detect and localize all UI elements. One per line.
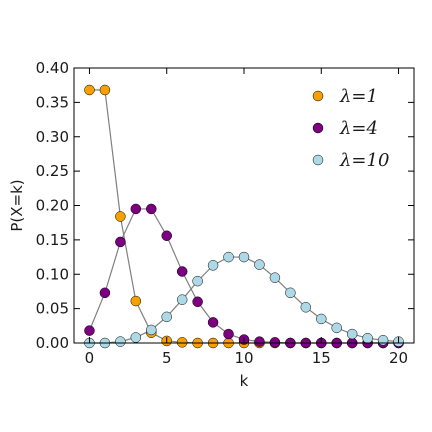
data-point — [115, 236, 126, 248]
y-tick-label: 0.30 — [36, 128, 69, 146]
data-point — [84, 325, 95, 336]
plot-frame — [73, 67, 415, 344]
data-point — [223, 251, 234, 263]
data-point — [84, 84, 95, 96]
data-point — [115, 211, 126, 222]
data-point — [115, 336, 126, 347]
data-point — [130, 332, 142, 343]
data-point — [254, 336, 265, 347]
y-tick-label: 0.40 — [36, 59, 69, 77]
data-point — [176, 337, 188, 348]
data-point — [300, 302, 312, 313]
data-point — [316, 313, 327, 325]
legend-label: λ=4 — [339, 118, 378, 139]
legend-label: λ=10 — [339, 150, 389, 171]
data-point — [362, 332, 373, 344]
data-point — [99, 287, 111, 299]
data-point — [223, 328, 234, 340]
data-point — [254, 259, 265, 270]
legend: λ=1 λ=4 λ=10 — [312, 86, 389, 171]
data-point — [192, 296, 203, 307]
legend-marker — [312, 90, 324, 102]
data-point — [377, 335, 389, 346]
x-tick-label: 10 — [234, 349, 253, 367]
data-point — [130, 203, 142, 215]
data-point — [192, 275, 203, 287]
y-tick-label: 0.20 — [36, 197, 69, 215]
legend-marker — [312, 122, 324, 134]
legend-label: λ=1 — [339, 86, 378, 107]
y-tick-label: 0.05 — [36, 300, 69, 318]
y-axis-label: P(X=k) — [8, 179, 26, 231]
data-point — [269, 337, 281, 348]
data-point — [176, 266, 188, 277]
x-axis-label: k — [240, 372, 249, 390]
series-line — [88, 208, 399, 344]
y-tick-label: 0.00 — [36, 334, 69, 352]
data-point — [238, 251, 250, 263]
y-tick-label: 0.15 — [36, 231, 69, 249]
data-point — [146, 324, 157, 336]
y-tick-label: 0.10 — [36, 265, 69, 283]
data-point — [285, 287, 296, 299]
x-tick-label: 15 — [312, 349, 331, 367]
x-tick-label: 5 — [162, 349, 172, 367]
data-point — [161, 311, 172, 323]
axes: 0 5 10 15 20 0.00 0.05 0.10 0.15 0.20 0.25 0.30 0.35… — [36, 59, 414, 367]
y-tick-label: 0.35 — [36, 93, 69, 111]
data-point — [176, 294, 188, 305]
data-point — [146, 203, 157, 215]
data-point — [207, 317, 219, 328]
data-point — [331, 322, 342, 334]
x-tick-label: 20 — [389, 349, 408, 367]
data-point — [161, 230, 172, 241]
data-point — [207, 260, 219, 271]
data-point — [269, 272, 281, 283]
data-point — [346, 328, 358, 340]
data-point — [130, 295, 142, 307]
data-point — [99, 84, 111, 96]
x-tick-label: 0 — [85, 349, 95, 367]
legend-marker — [312, 154, 324, 166]
y-tick-label: 0.25 — [36, 162, 69, 180]
